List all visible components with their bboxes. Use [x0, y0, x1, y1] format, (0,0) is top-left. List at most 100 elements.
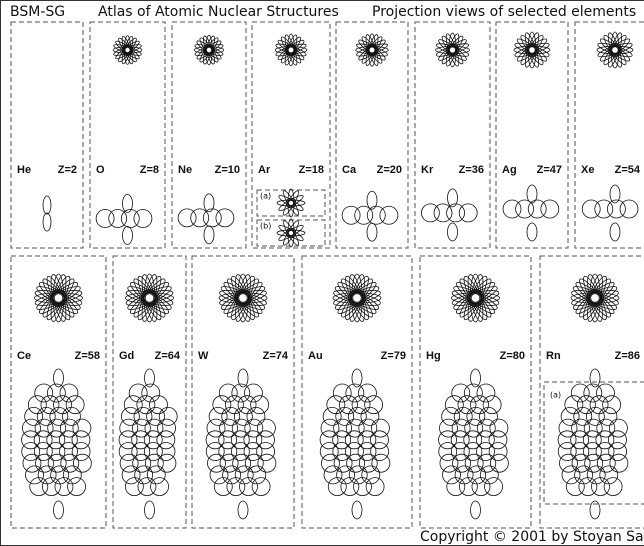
- ring: [22, 418, 41, 438]
- ring: [246, 406, 266, 426]
- ring: [366, 205, 386, 225]
- pole: [366, 222, 378, 242]
- atomic-number: Z=36: [459, 164, 484, 176]
- inset-frame: [256, 219, 326, 247]
- ring: [25, 465, 44, 485]
- element-symbol: Ca: [342, 164, 357, 176]
- atomic-number: Z=54: [615, 164, 641, 176]
- ring: [370, 442, 390, 461]
- ring: [319, 442, 339, 461]
- ring: [357, 430, 377, 450]
- ring: [209, 465, 229, 485]
- ring: [141, 383, 161, 403]
- pole: [470, 500, 481, 520]
- ring: [128, 383, 148, 403]
- ring: [156, 430, 176, 450]
- ring: [471, 477, 491, 497]
- ring: [420, 203, 440, 223]
- ring: [72, 418, 92, 438]
- ring: [157, 453, 177, 473]
- lobe: [278, 195, 304, 211]
- ring: [333, 453, 353, 473]
- ring: [121, 406, 140, 426]
- ring: [371, 418, 390, 438]
- ring: [218, 442, 238, 461]
- ring: [619, 199, 639, 219]
- core: [352, 293, 362, 303]
- ring: [479, 406, 498, 426]
- inset-label: (a): [550, 391, 561, 400]
- lobe: [435, 43, 470, 57]
- ring: [341, 205, 361, 225]
- pole: [144, 500, 155, 520]
- pole: [122, 226, 133, 245]
- ring: [582, 430, 602, 450]
- ring: [458, 477, 478, 497]
- ring: [131, 430, 151, 450]
- atomic-number: Z=10: [215, 164, 240, 176]
- ring: [67, 477, 86, 497]
- atomic-number: Z=18: [299, 164, 324, 176]
- lobe: [219, 290, 267, 306]
- ring: [131, 418, 151, 438]
- ring: [347, 406, 367, 426]
- ring: [21, 442, 41, 461]
- ring: [144, 418, 164, 438]
- ring: [565, 477, 585, 497]
- core: [365, 43, 379, 57]
- ring: [149, 395, 168, 415]
- ring: [34, 418, 54, 438]
- panel-frame: [10, 21, 84, 249]
- ring: [33, 442, 53, 461]
- element-panel: Ca Z=20: [335, 21, 409, 249]
- core: [122, 44, 133, 56]
- pole: [526, 184, 538, 204]
- ring: [578, 477, 598, 497]
- core: [234, 289, 252, 307]
- ring: [71, 430, 91, 450]
- ring: [608, 430, 627, 450]
- ring: [58, 430, 78, 450]
- ring: [452, 453, 471, 473]
- ring: [450, 442, 470, 461]
- ring: [319, 430, 339, 450]
- ring: [333, 418, 353, 438]
- ring: [156, 442, 176, 461]
- ring: [591, 477, 610, 497]
- ring: [345, 418, 365, 438]
- ring: [322, 406, 342, 426]
- footer: Copyright © 2001 by Stoyan Sarg: [420, 529, 644, 545]
- ring: [571, 418, 591, 438]
- atomic-number: Z=80: [500, 350, 525, 362]
- ring: [146, 465, 166, 485]
- ring: [458, 203, 478, 223]
- panel-frame: [539, 255, 644, 529]
- ring: [143, 430, 163, 450]
- pole: [470, 368, 481, 388]
- ring: [150, 477, 169, 497]
- ring: [558, 418, 578, 438]
- pole: [526, 222, 538, 242]
- ring: [515, 199, 535, 219]
- ring: [119, 418, 139, 438]
- lobe: [514, 42, 550, 58]
- ring: [450, 430, 470, 450]
- ring: [207, 453, 226, 473]
- ring: [54, 477, 74, 497]
- ring: [557, 442, 577, 461]
- lobe: [597, 42, 633, 58]
- core: [466, 289, 485, 307]
- ring: [119, 453, 139, 473]
- ring: [213, 477, 233, 497]
- ring: [441, 406, 461, 426]
- subtitle: Projection views of selected elements: [372, 4, 636, 20]
- ring: [353, 477, 372, 497]
- ring: [158, 406, 178, 426]
- lobe: [42, 212, 52, 232]
- ring: [585, 406, 605, 426]
- element-panel: Ne Z=10: [171, 21, 247, 249]
- element-panel: Au Z=79: [301, 255, 413, 529]
- ring: [136, 395, 156, 415]
